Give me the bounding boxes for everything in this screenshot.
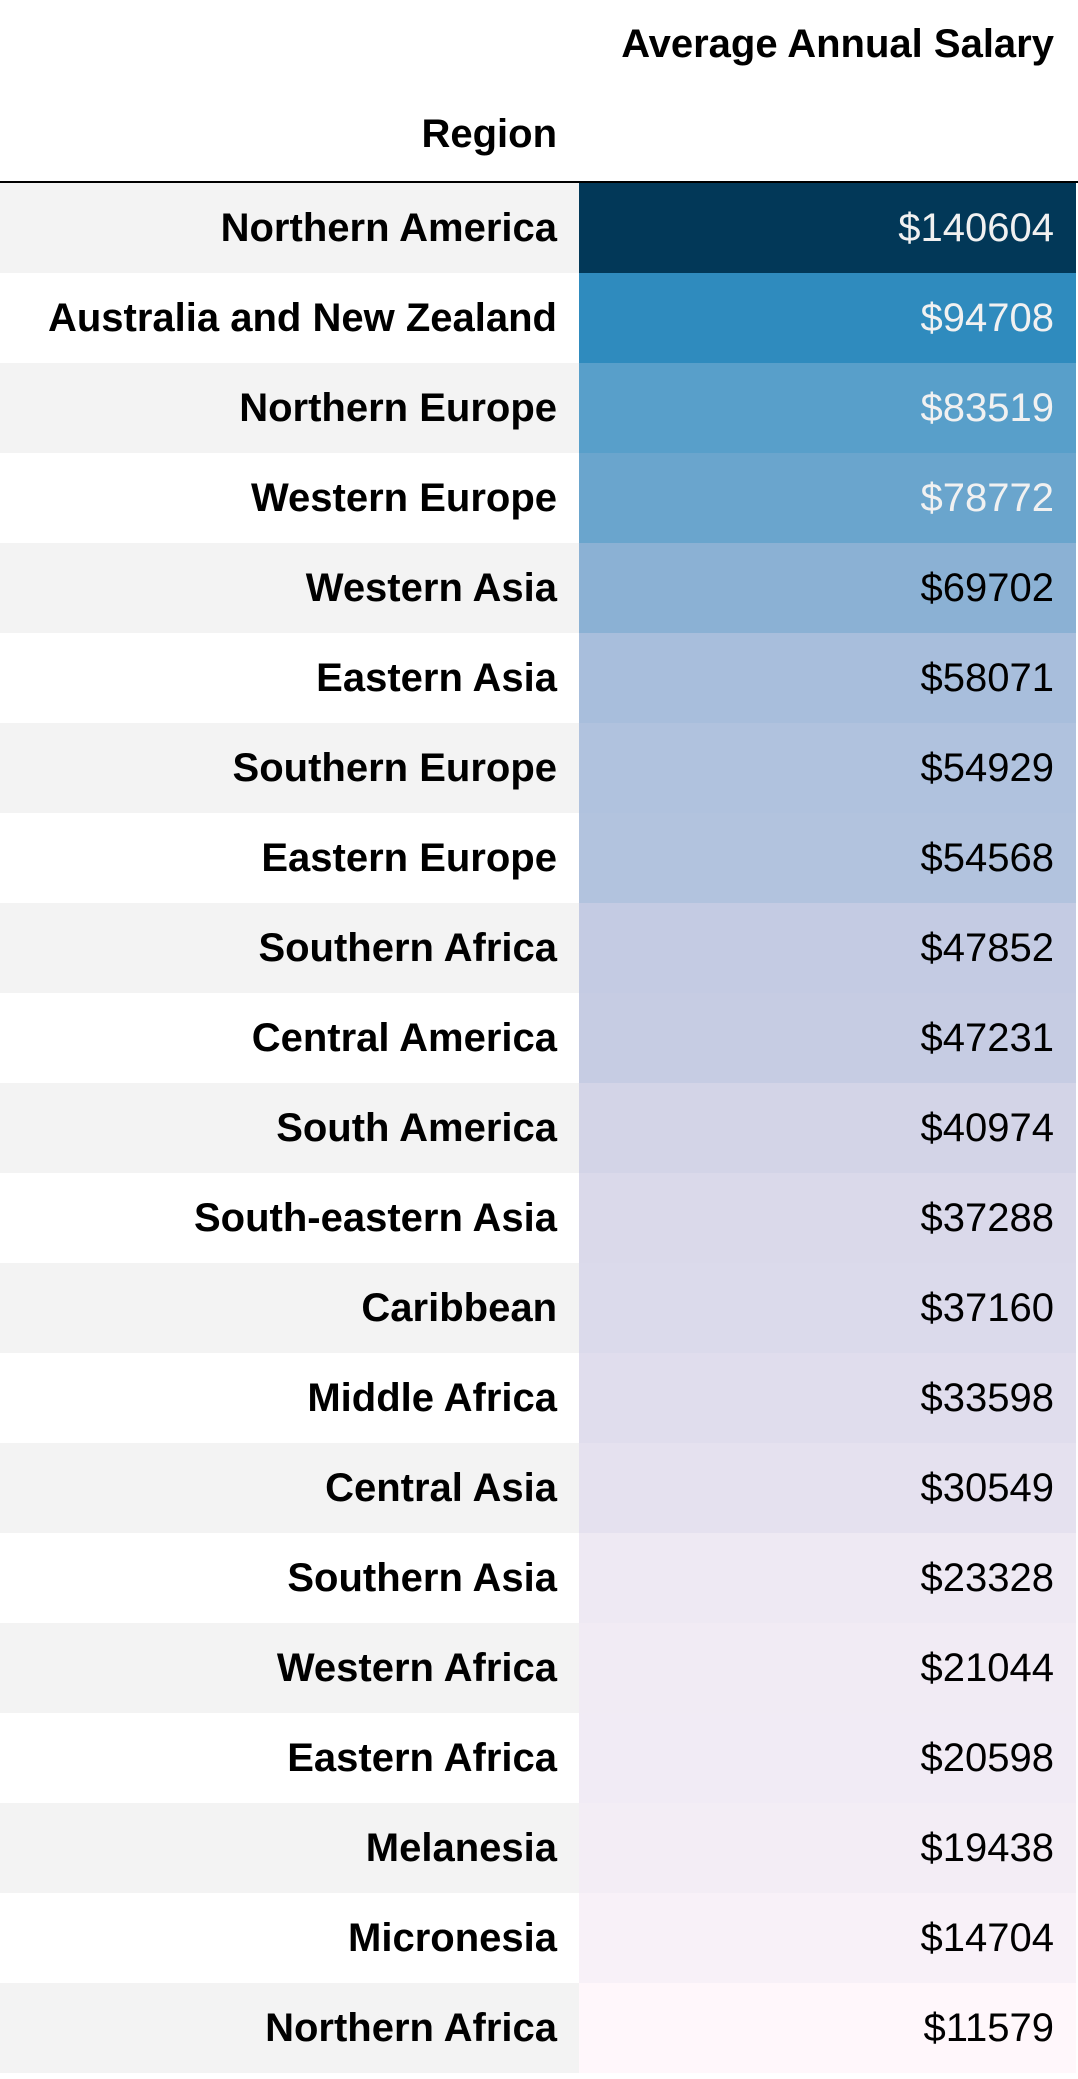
row-value-salary: $40974 xyxy=(579,1083,1076,1173)
row-label-region: Middle Africa xyxy=(0,1353,579,1443)
table-row: Southern Europe $54929 xyxy=(0,723,1078,813)
table-body: Northern America $140604 Australia and New… xyxy=(0,183,1078,2073)
table-row: Central America $47231 xyxy=(0,993,1078,1083)
row-value-salary: $140604 xyxy=(579,183,1076,273)
row-value-salary: $19438 xyxy=(579,1803,1076,1893)
column-header-salary: Average Annual Salary xyxy=(621,22,1054,66)
table-row: Western Asia $69702 xyxy=(0,543,1078,633)
row-label-region: Eastern Europe xyxy=(0,813,579,903)
row-value-salary: $21044 xyxy=(579,1623,1076,1713)
row-label-region: Southern Asia xyxy=(0,1533,579,1623)
row-value-salary: $78772 xyxy=(579,453,1076,543)
table-row: Micronesia $14704 xyxy=(0,1893,1078,1983)
row-value-salary: $37288 xyxy=(579,1173,1076,1263)
row-label-region: Southern Africa xyxy=(0,903,579,993)
row-value-salary: $33598 xyxy=(579,1353,1076,1443)
row-label-region: Melanesia xyxy=(0,1803,579,1893)
row-label-region: South America xyxy=(0,1083,579,1173)
table-row: Northern Europe $83519 xyxy=(0,363,1078,453)
index-header-region: Region xyxy=(421,112,557,156)
row-label-region: Western Africa xyxy=(0,1623,579,1713)
row-label-region: Eastern Asia xyxy=(0,633,579,723)
table-row: Melanesia $19438 xyxy=(0,1803,1078,1893)
row-label-region: Eastern Africa xyxy=(0,1713,579,1803)
row-label-region: Central Asia xyxy=(0,1443,579,1533)
table-row: Western Africa $21044 xyxy=(0,1623,1078,1713)
table-header: Average Annual Salary Region xyxy=(0,0,1078,183)
table-row: Eastern Africa $20598 xyxy=(0,1713,1078,1803)
row-label-region: Western Asia xyxy=(0,543,579,633)
table-row: South-eastern Asia $37288 xyxy=(0,1173,1078,1263)
table-row: Western Europe $78772 xyxy=(0,453,1078,543)
table-row: Northern America $140604 xyxy=(0,183,1078,273)
row-label-region: Northern Africa xyxy=(0,1983,579,2073)
row-label-region: South-eastern Asia xyxy=(0,1173,579,1263)
row-label-region: Micronesia xyxy=(0,1893,579,1983)
table-row: Australia and New Zealand $94708 xyxy=(0,273,1078,363)
table-row: Southern Africa $47852 xyxy=(0,903,1078,993)
row-label-region: Southern Europe xyxy=(0,723,579,813)
table-row: Southern Asia $23328 xyxy=(0,1533,1078,1623)
row-value-salary: $20598 xyxy=(579,1713,1076,1803)
row-value-salary: $14704 xyxy=(579,1893,1076,1983)
row-value-salary: $47231 xyxy=(579,993,1076,1083)
row-value-salary: $23328 xyxy=(579,1533,1076,1623)
row-value-salary: $69702 xyxy=(579,543,1076,633)
table-row: Eastern Europe $54568 xyxy=(0,813,1078,903)
table-row: Northern Africa $11579 xyxy=(0,1983,1078,2073)
row-value-salary: $58071 xyxy=(579,633,1076,723)
table-row: Middle Africa $33598 xyxy=(0,1353,1078,1443)
row-value-salary: $54568 xyxy=(579,813,1076,903)
table-row: Central Asia $30549 xyxy=(0,1443,1078,1533)
row-label-region: Northern Europe xyxy=(0,363,579,453)
table-row: South America $40974 xyxy=(0,1083,1078,1173)
row-label-region: Central America xyxy=(0,993,579,1083)
row-value-salary: $11579 xyxy=(579,1983,1076,2073)
row-value-salary: $54929 xyxy=(579,723,1076,813)
row-label-region: Northern America xyxy=(0,183,579,273)
row-label-region: Australia and New Zealand xyxy=(0,273,579,363)
row-value-salary: $47852 xyxy=(579,903,1076,993)
row-value-salary: $94708 xyxy=(579,273,1076,363)
row-label-region: Western Europe xyxy=(0,453,579,543)
table-row: Caribbean $37160 xyxy=(0,1263,1078,1353)
row-value-salary: $30549 xyxy=(579,1443,1076,1533)
row-label-region: Caribbean xyxy=(0,1263,579,1353)
row-value-salary: $83519 xyxy=(579,363,1076,453)
table-row: Eastern Asia $58071 xyxy=(0,633,1078,723)
row-value-salary: $37160 xyxy=(579,1263,1076,1353)
